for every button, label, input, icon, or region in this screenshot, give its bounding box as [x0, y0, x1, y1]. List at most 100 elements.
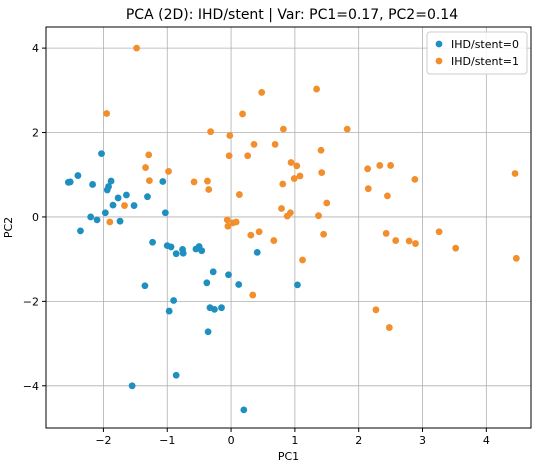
point-series-0 [123, 191, 130, 199]
x-tick-label: 1 [291, 434, 298, 447]
data-points [64, 44, 520, 414]
point-series-1 [452, 244, 460, 252]
point-series-1 [278, 205, 285, 212]
point-series-0 [225, 271, 232, 279]
point-series-1 [382, 230, 390, 237]
point-series-1 [290, 175, 298, 182]
point-series-1 [190, 178, 198, 186]
point-series-1 [204, 177, 211, 185]
point-series-1 [512, 254, 520, 262]
point-series-0 [167, 243, 175, 251]
point-series-0 [105, 183, 112, 190]
legend: IHD/stent=0 IHD/stent=1 [426, 31, 528, 75]
point-series-1 [271, 140, 279, 148]
point-series-1 [287, 209, 294, 217]
legend-label-1: IHD/stent=1 [451, 55, 519, 68]
point-series-1 [387, 162, 395, 169]
x-tick-label: 0 [228, 434, 235, 447]
x-tick-label: 3 [419, 434, 426, 447]
legend-box [426, 31, 528, 75]
point-series-1 [384, 192, 391, 200]
point-series-0 [66, 178, 74, 186]
point-series-0 [294, 281, 301, 289]
legend-marker-0 [435, 40, 443, 48]
point-series-1 [511, 170, 519, 177]
point-series-0 [159, 178, 167, 185]
point-series-1 [145, 177, 153, 185]
point-series-0 [170, 297, 178, 304]
point-series-0 [211, 305, 218, 313]
point-series-1 [392, 237, 400, 244]
point-series-1 [250, 140, 258, 148]
point-series-0 [109, 201, 117, 209]
point-series-0 [218, 304, 225, 312]
point-series-1 [103, 110, 111, 117]
y-tick-label: −2 [23, 295, 39, 308]
point-series-0 [98, 150, 105, 158]
x-tick-label: 4 [483, 434, 490, 447]
point-series-1 [293, 162, 301, 170]
y-tick-label: −4 [23, 380, 39, 393]
point-series-0 [149, 238, 156, 246]
point-series-0 [179, 249, 187, 257]
point-series-1 [142, 164, 149, 171]
point-series-0 [253, 249, 261, 256]
point-series-1 [226, 132, 234, 139]
y-tick-label: 2 [32, 127, 39, 140]
point-series-1 [385, 324, 393, 331]
point-series-0 [87, 213, 95, 221]
point-series-0 [116, 217, 124, 225]
y-tick-label: 4 [32, 42, 39, 55]
point-series-1 [270, 237, 278, 244]
point-series-0 [161, 209, 169, 217]
point-series-0 [144, 193, 151, 201]
point-series-1 [279, 125, 287, 133]
point-series-1 [165, 167, 172, 175]
point-series-0 [203, 279, 211, 287]
point-series-0 [165, 307, 173, 315]
plot-frame [45, 26, 532, 429]
point-series-1 [247, 231, 255, 239]
point-series-0 [93, 216, 101, 224]
point-series-0 [240, 406, 248, 414]
point-series-0 [198, 247, 206, 255]
point-series-0 [77, 227, 84, 235]
point-series-1 [364, 165, 372, 173]
point-series-0 [172, 371, 180, 379]
point-series-1 [225, 152, 233, 160]
point-series-1 [323, 199, 331, 207]
point-series-1 [372, 306, 380, 314]
point-series-0 [74, 172, 82, 179]
y-axis-label: PC2 [2, 217, 15, 238]
point-series-1 [376, 162, 384, 169]
point-series-0 [209, 268, 217, 276]
point-series-1 [224, 222, 232, 230]
point-series-1 [313, 85, 320, 93]
x-tick-label: −1 [159, 434, 175, 447]
point-series-0 [107, 177, 115, 185]
point-series-1 [121, 202, 128, 209]
point-series-1 [232, 218, 240, 226]
point-series-1 [296, 172, 304, 180]
legend-marker-1 [435, 57, 443, 65]
point-series-0 [130, 202, 138, 209]
point-series-1 [320, 230, 327, 238]
point-series-0 [89, 181, 96, 188]
point-series-0 [101, 209, 109, 217]
point-series-1 [279, 180, 287, 188]
point-series-0 [204, 328, 212, 336]
point-series-1 [287, 159, 295, 166]
point-series-1 [106, 218, 114, 226]
legend-label-0: IHD/stent=0 [451, 38, 519, 51]
point-series-1 [364, 185, 372, 193]
x-tick-label: −2 [95, 434, 111, 447]
point-series-1 [317, 146, 325, 154]
point-series-1 [223, 216, 231, 224]
point-series-1 [258, 89, 266, 96]
point-series-0 [114, 194, 122, 202]
point-series-1 [244, 152, 252, 160]
point-series-1 [145, 151, 153, 159]
point-series-1 [239, 110, 246, 118]
point-series-1 [255, 228, 263, 236]
